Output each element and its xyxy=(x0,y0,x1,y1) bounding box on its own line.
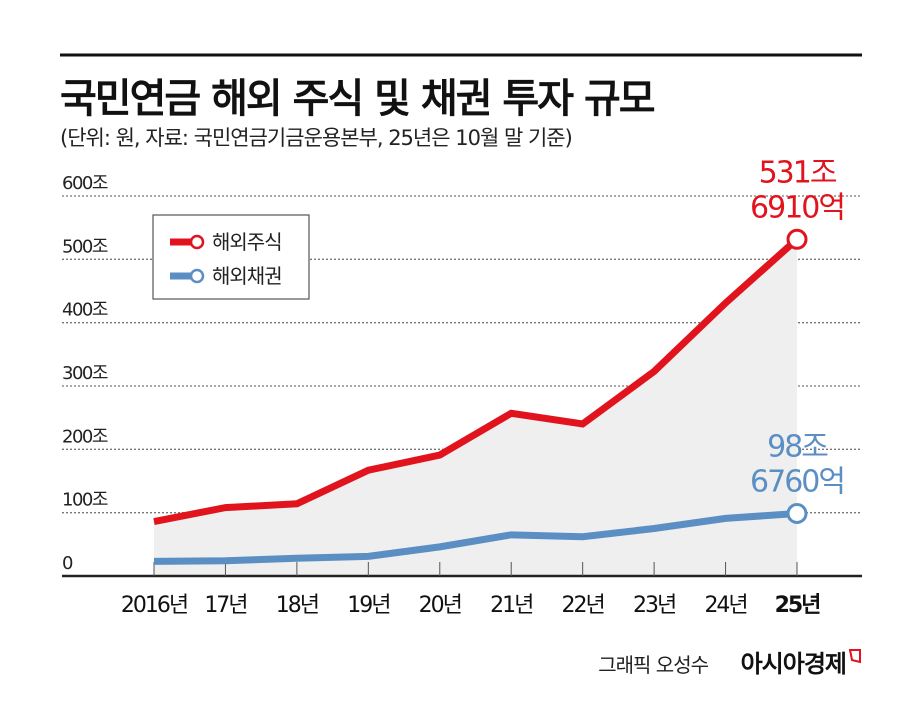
legend-label-stocks: 해외주식 xyxy=(212,230,282,254)
x-tick-label: 17년 xyxy=(204,593,246,618)
brand-mark-icon xyxy=(848,649,861,664)
data-point-stocks xyxy=(786,228,808,250)
y-tick-label: 400조 xyxy=(62,300,108,321)
y-tick-label: 300조 xyxy=(62,363,108,384)
annotation-stocks: 531조 xyxy=(759,155,837,190)
legend-box xyxy=(152,214,310,300)
area-fill xyxy=(154,239,797,576)
series-group xyxy=(153,228,808,565)
legend-marker-bonds xyxy=(189,268,205,284)
legend: 해외주식 해외채권 xyxy=(152,214,310,300)
x-tick-label: 2016년 xyxy=(121,593,187,618)
y-axis: 0 100조 200조 300조 400조 500조 600조 xyxy=(62,173,109,574)
annotation-bonds: 98조 xyxy=(767,430,828,465)
annotation-bonds: 6760억 xyxy=(750,465,844,500)
x-axis: 2016년 17년 18년 19년 20년 21년 22년 23년 24년 25년 xyxy=(62,562,862,618)
y-tick-label: 0 xyxy=(62,553,73,574)
series-line-stocks xyxy=(153,236,800,525)
x-tick-label: 24년 xyxy=(704,593,746,618)
chart-subtitle: (단위: 원, 자료: 국민연금기금운용본부, 25년은 10월 말 기준) xyxy=(60,126,572,150)
y-tick-label: 200조 xyxy=(62,426,108,447)
x-tick-label: 25년 xyxy=(775,593,821,618)
y-tick-label: 600조 xyxy=(62,173,108,194)
x-tick-label: 21년 xyxy=(490,593,532,618)
y-tick-label: 500조 xyxy=(62,236,108,257)
brand-logo: 아시아경제 xyxy=(741,650,846,678)
legend-label-bonds: 해외채권 xyxy=(212,264,282,288)
data-point-bonds xyxy=(786,503,808,525)
graphic-credit: 그래픽 오성수 xyxy=(598,653,708,677)
series-line-bonds xyxy=(153,510,798,565)
x-tick-label: 20년 xyxy=(419,593,461,618)
x-tick-label: 23년 xyxy=(633,593,675,618)
annotation-stocks: 6910억 xyxy=(750,190,844,225)
x-tick-label: 19년 xyxy=(347,593,389,618)
legend-marker-stocks xyxy=(189,234,205,250)
chart-title: 국민연금 해외 주식 및 채권 투자 규모 xyxy=(60,76,655,122)
x-tick-label: 18년 xyxy=(276,593,318,618)
y-tick-label: 100조 xyxy=(62,490,108,511)
x-tick-label: 22년 xyxy=(562,593,604,618)
